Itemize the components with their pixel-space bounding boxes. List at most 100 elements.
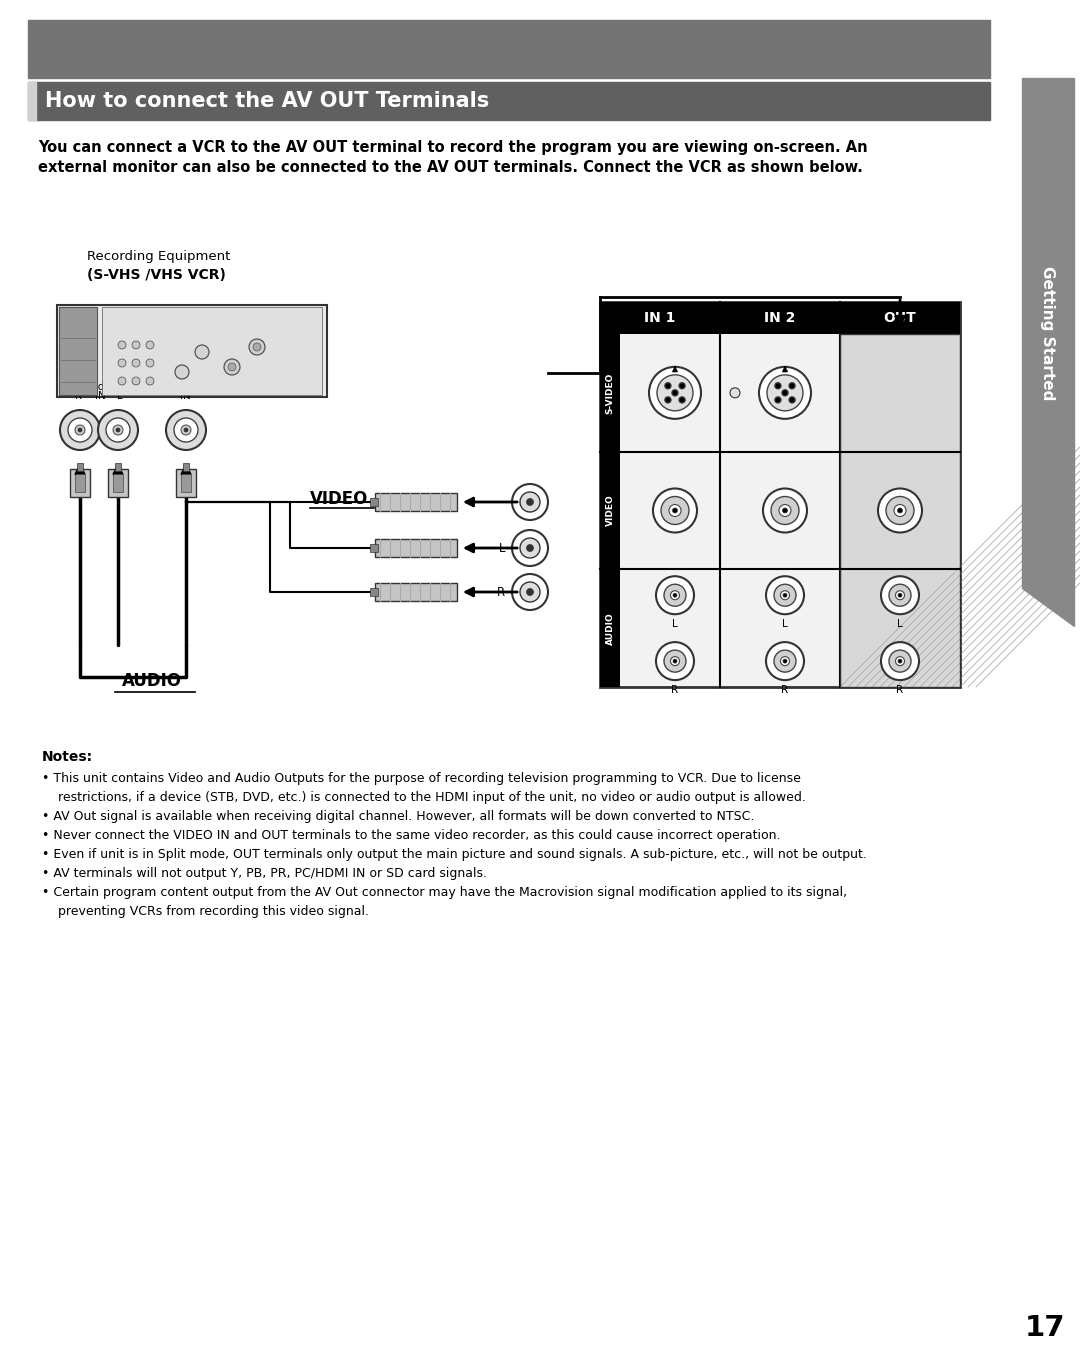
Text: 17: 17: [1025, 1314, 1065, 1343]
Circle shape: [775, 383, 781, 388]
Bar: [28, 82, 990, 120]
Text: VIDEO: VIDEO: [606, 495, 615, 526]
Bar: [370, 544, 378, 552]
Circle shape: [759, 367, 811, 418]
Text: L: L: [118, 391, 123, 401]
Circle shape: [766, 577, 804, 615]
Circle shape: [783, 508, 787, 512]
Circle shape: [181, 425, 191, 435]
Bar: [375, 583, 457, 601]
Circle shape: [146, 358, 154, 367]
Circle shape: [730, 388, 740, 398]
Circle shape: [512, 484, 548, 521]
Circle shape: [184, 428, 188, 432]
Circle shape: [665, 383, 671, 388]
Text: IN: IN: [95, 391, 106, 401]
Bar: [113, 474, 123, 492]
Text: L: L: [499, 541, 505, 555]
Bar: [102, 307, 322, 395]
Circle shape: [881, 642, 919, 680]
Circle shape: [889, 585, 912, 607]
Bar: [600, 303, 960, 334]
Circle shape: [657, 375, 693, 410]
Text: IN 2: IN 2: [765, 311, 796, 324]
Circle shape: [762, 488, 807, 533]
Circle shape: [113, 425, 123, 435]
Circle shape: [527, 544, 534, 552]
Circle shape: [116, 428, 120, 432]
Bar: [108, 469, 129, 497]
Circle shape: [146, 378, 154, 384]
Circle shape: [783, 593, 787, 597]
Circle shape: [527, 589, 534, 596]
Text: preventing VCRs from recording this video signal.: preventing VCRs from recording this vide…: [42, 905, 369, 919]
Bar: [181, 474, 191, 492]
Circle shape: [783, 660, 787, 664]
Circle shape: [781, 590, 789, 600]
Bar: [375, 538, 457, 557]
Text: Recording Equipment: Recording Equipment: [87, 249, 230, 263]
Text: • AV terminals will not output Y, PB, PR, PC/HDMI IN or SD card signals.: • AV terminals will not output Y, PB, PR…: [42, 867, 487, 880]
Circle shape: [782, 390, 788, 395]
Text: IN: IN: [179, 391, 190, 401]
Circle shape: [781, 657, 789, 665]
Text: R: R: [896, 686, 904, 695]
Circle shape: [78, 428, 82, 432]
Text: R: R: [782, 686, 788, 695]
Text: Getting Started: Getting Started: [1040, 266, 1055, 401]
Text: L: L: [897, 619, 903, 630]
Circle shape: [673, 508, 677, 512]
Circle shape: [512, 574, 548, 611]
Circle shape: [669, 504, 681, 517]
Circle shape: [679, 397, 685, 403]
Text: R: R: [75, 391, 81, 401]
Circle shape: [673, 593, 677, 597]
Circle shape: [672, 390, 678, 395]
Circle shape: [661, 496, 689, 525]
Text: (S-VHS /VHS VCR): (S-VHS /VHS VCR): [87, 269, 226, 282]
Circle shape: [671, 590, 679, 600]
Bar: [375, 493, 457, 511]
Circle shape: [512, 530, 548, 566]
Text: • AV Out signal is available when receiving digital channel. However, all format: • AV Out signal is available when receiv…: [42, 810, 754, 823]
Circle shape: [895, 590, 905, 600]
Circle shape: [775, 397, 781, 403]
Bar: [176, 469, 195, 497]
Text: R: R: [497, 586, 505, 598]
Circle shape: [527, 499, 534, 506]
Circle shape: [656, 642, 694, 680]
Circle shape: [671, 657, 679, 665]
Circle shape: [779, 504, 791, 517]
Circle shape: [881, 577, 919, 615]
Circle shape: [195, 345, 210, 358]
Circle shape: [656, 577, 694, 615]
Circle shape: [897, 508, 903, 512]
Circle shape: [653, 488, 697, 533]
Bar: [75, 474, 85, 492]
Circle shape: [166, 410, 206, 450]
Circle shape: [766, 642, 804, 680]
Text: Audio: Audio: [85, 382, 114, 393]
Circle shape: [895, 657, 905, 665]
Circle shape: [894, 504, 906, 517]
Bar: [600, 303, 960, 687]
Circle shape: [98, 410, 138, 450]
Bar: [114, 463, 121, 472]
Circle shape: [175, 365, 189, 379]
Bar: [600, 451, 620, 570]
Circle shape: [665, 397, 671, 403]
Circle shape: [75, 425, 85, 435]
Bar: [370, 587, 378, 596]
Circle shape: [897, 593, 902, 597]
Circle shape: [519, 492, 540, 512]
Circle shape: [174, 418, 198, 442]
Circle shape: [146, 341, 154, 349]
Circle shape: [224, 358, 240, 375]
Text: restrictions, if a device (STB, DVD, etc.) is connected to the HDMI input of the: restrictions, if a device (STB, DVD, etc…: [42, 791, 806, 804]
Text: R: R: [672, 686, 678, 695]
Circle shape: [132, 358, 140, 367]
Text: AUDIO: AUDIO: [122, 672, 183, 690]
Text: • Even if unit is in Split mode, OUT terminals only output the main picture and : • Even if unit is in Split mode, OUT ter…: [42, 848, 867, 861]
Circle shape: [132, 341, 140, 349]
Text: • Never connect the VIDEO IN and OUT terminals to the same video recorder, as th: • Never connect the VIDEO IN and OUT ter…: [42, 829, 781, 842]
